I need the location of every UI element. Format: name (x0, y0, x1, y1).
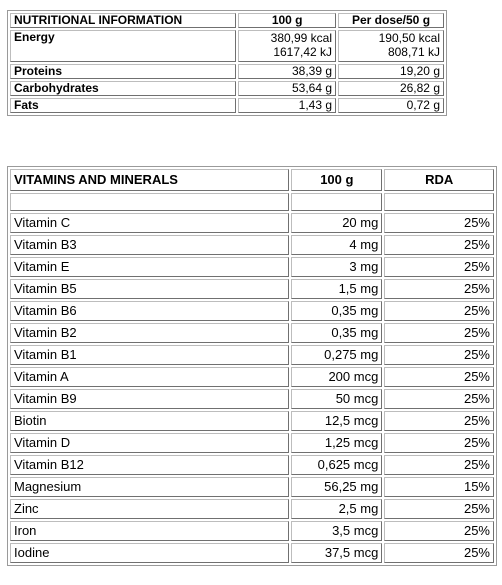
vitamin-rda: 25% (384, 257, 494, 277)
vitamin-amount: 0,625 mcg (291, 455, 383, 475)
nutrition-header-row: NUTRITIONAL INFORMATION 100 g Per dose/5… (10, 13, 444, 28)
vitamin-name: Vitamin C (10, 213, 290, 233)
vitamin-name: Magnesium (10, 477, 290, 497)
vitamin-name: Vitamin B12 (10, 455, 290, 475)
vitamin-amount: 1,5 mg (291, 279, 383, 299)
vitamin-name: Vitamin B6 (10, 301, 290, 321)
energy-label: Energy (10, 30, 237, 62)
vitamin-row: Zinc 2,5 mg 25% (10, 499, 494, 519)
vitamin-row: Iron 3,5 mcg 25% (10, 521, 494, 541)
vitamin-rda: 25% (384, 279, 494, 299)
vitamin-row: Vitamin B1 0,275 mg 25% (10, 345, 494, 365)
vitamin-amount: 12,5 mcg (291, 411, 383, 431)
vitamin-amount: 4 mg (291, 235, 383, 255)
blank-cell (291, 193, 383, 211)
energy-dose-kj: 808,71 kJ (387, 45, 440, 59)
vitamin-amount: 50 mcg (291, 389, 383, 409)
vitamin-rows: Vitamin C 20 mg 25% Vitamin B3 4 mg 25% Vitami… (10, 213, 494, 563)
vitamin-amount: 3,5 mcg (291, 521, 383, 541)
vitamin-name: Vitamin B1 (10, 345, 290, 365)
vitamin-name: Vitamin E (10, 257, 290, 277)
vitamin-rda: 25% (384, 543, 494, 563)
energy-per100-kcal: 380,99 kcal (270, 31, 333, 45)
nutrition-table: NUTRITIONAL INFORMATION 100 g Per dose/5… (7, 10, 447, 116)
nutrition-header-100g: 100 g (238, 13, 337, 28)
blank-cell (10, 193, 290, 211)
vitamin-name: Vitamin D (10, 433, 290, 453)
vitamin-row: Vitamin A 200 mcg 25% (10, 367, 494, 387)
vitamin-row: Vitamin B2 0,35 mg 25% (10, 323, 494, 343)
energy-dose-cell: 190,50 kcal 808,71 kJ (338, 30, 444, 62)
vitamin-rda: 15% (384, 477, 494, 497)
vitamin-row: Vitamin C 20 mg 25% (10, 213, 494, 233)
vitamin-amount: 3 mg (291, 257, 383, 277)
vitamin-rda: 25% (384, 455, 494, 475)
vitamin-row: Iodine 37,5 mcg 25% (10, 543, 494, 563)
vitamin-rda: 25% (384, 213, 494, 233)
vitamin-row: Magnesium 56,25 mg 15% (10, 477, 494, 497)
vitamin-amount: 0,35 mg (291, 301, 383, 321)
vitamin-row: Vitamin D 1,25 mcg 25% (10, 433, 494, 453)
vitamin-name: Vitamin B9 (10, 389, 290, 409)
vitamin-amount: 37,5 mcg (291, 543, 383, 563)
vitamin-name: Vitamin A (10, 367, 290, 387)
vitamin-rda: 25% (384, 235, 494, 255)
vitamin-row: Vitamin B6 0,35 mg 25% (10, 301, 494, 321)
nutrition-row-proteins: Proteins 38,39 g 19,20 g (10, 64, 444, 79)
vitamin-name: Vitamin B5 (10, 279, 290, 299)
vitamin-row: Vitamin B3 4 mg 25% (10, 235, 494, 255)
vitamin-amount: 20 mg (291, 213, 383, 233)
nutrient-dose: 19,20 g (338, 64, 444, 79)
vitamin-rda: 25% (384, 499, 494, 519)
energy-dose-kcal: 190,50 kcal (378, 31, 440, 45)
vitamin-name: Iron (10, 521, 290, 541)
blank-cell (384, 193, 494, 211)
vitamin-name: Zinc (10, 499, 290, 519)
vitamin-rda: 25% (384, 433, 494, 453)
nutrition-header-label: NUTRITIONAL INFORMATION (10, 13, 237, 28)
vitamin-name: Vitamin B3 (10, 235, 290, 255)
vitamin-amount: 1,25 mcg (291, 433, 383, 453)
vitamin-row: Vitamin B9 50 mcg 25% (10, 389, 494, 409)
energy-per100-cell: 380,99 kcal 1617,42 kJ (238, 30, 337, 62)
vitamin-rda: 25% (384, 323, 494, 343)
nutrient-per100: 1,43 g (238, 98, 337, 113)
nutrient-label: Carbohydrates (10, 81, 237, 96)
nutrition-row-fats: Fats 1,43 g 0,72 g (10, 98, 444, 113)
nutrient-dose: 0,72 g (338, 98, 444, 113)
vitamin-name: Iodine (10, 543, 290, 563)
vitamin-row: Vitamin B12 0,625 mcg 25% (10, 455, 494, 475)
vitamins-header-label: VITAMINS AND MINERALS (10, 169, 290, 191)
nutrient-per100: 53,64 g (238, 81, 337, 96)
vitamin-amount: 56,25 mg (291, 477, 383, 497)
vitamin-rda: 25% (384, 389, 494, 409)
energy-row: Energy 380,99 kcal 1617,42 kJ 190,50 kca… (10, 30, 444, 62)
nutrient-per100: 38,39 g (238, 64, 337, 79)
vitamins-blank-row (10, 193, 494, 211)
nutrition-header-dose: Per dose/50 g (338, 13, 444, 28)
nutrient-label: Proteins (10, 64, 237, 79)
vitamin-amount: 0,275 mg (291, 345, 383, 365)
vitamin-amount: 2,5 mg (291, 499, 383, 519)
vitamin-amount: 0,35 mg (291, 323, 383, 343)
vitamin-rda: 25% (384, 345, 494, 365)
vitamin-name: Vitamin B2 (10, 323, 290, 343)
nutrient-label: Fats (10, 98, 237, 113)
vitamins-header-row: VITAMINS AND MINERALS 100 g RDA (10, 169, 494, 191)
nutrition-row-carbohydrates: Carbohydrates 53,64 g 26,82 g (10, 81, 444, 96)
vitamin-row: Biotin 12,5 mcg 25% (10, 411, 494, 431)
vitamin-name: Biotin (10, 411, 290, 431)
vitamin-rda: 25% (384, 301, 494, 321)
vitamin-rda: 25% (384, 521, 494, 541)
vitamins-header-rda: RDA (384, 169, 494, 191)
vitamin-row: Vitamin B5 1,5 mg 25% (10, 279, 494, 299)
vitamins-header-100g: 100 g (291, 169, 383, 191)
vitamin-rda: 25% (384, 411, 494, 431)
nutrient-dose: 26,82 g (338, 81, 444, 96)
energy-per100-kj: 1617,42 kJ (273, 45, 333, 59)
vitamins-table: VITAMINS AND MINERALS 100 g RDA Vitamin … (7, 166, 497, 566)
vitamin-amount: 200 mcg (291, 367, 383, 387)
vitamin-rda: 25% (384, 367, 494, 387)
